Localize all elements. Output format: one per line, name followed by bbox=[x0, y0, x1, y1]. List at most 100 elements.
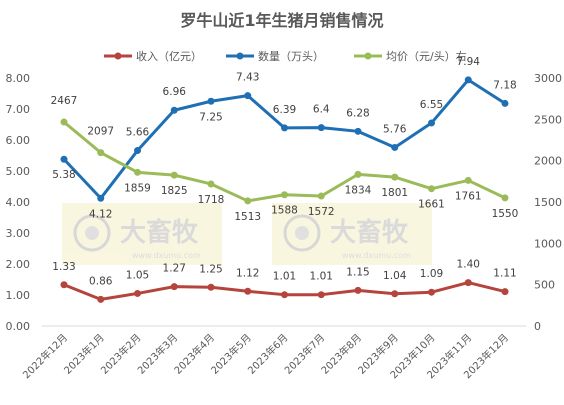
data-point bbox=[428, 288, 435, 296]
data-point bbox=[244, 287, 252, 295]
data-point bbox=[134, 147, 141, 155]
data-point bbox=[207, 97, 215, 105]
watermark-1: 大畜牧 www.dxumu.com bbox=[62, 203, 222, 265]
data-label: 6.4 bbox=[313, 104, 330, 116]
data-point bbox=[501, 99, 509, 107]
y-left-tick-label: 8.00 bbox=[6, 72, 31, 85]
data-point bbox=[391, 290, 399, 298]
y-right-tick-label: 0 bbox=[534, 320, 541, 333]
data-point bbox=[170, 106, 178, 114]
data-label: 6.39 bbox=[273, 104, 296, 116]
data-label: 6.28 bbox=[346, 107, 369, 119]
data-point bbox=[281, 124, 288, 132]
y-right-tick-label: 1500 bbox=[534, 196, 562, 209]
data-label: 2467 bbox=[51, 95, 78, 107]
data-point bbox=[170, 171, 178, 179]
data-label: 5.76 bbox=[383, 123, 407, 135]
data-point bbox=[501, 194, 509, 202]
data-point bbox=[464, 76, 472, 84]
watermark-url: www.dxumu.com bbox=[342, 251, 411, 260]
data-point bbox=[428, 185, 435, 193]
data-point bbox=[317, 192, 325, 200]
data-point bbox=[391, 173, 399, 181]
data-point bbox=[464, 279, 472, 287]
data-point bbox=[97, 295, 105, 303]
data-point bbox=[60, 118, 68, 126]
watermark-2: 大畜牧 www.dxumu.com bbox=[272, 203, 432, 265]
data-label: 1.01 bbox=[273, 271, 296, 283]
data-point bbox=[244, 197, 252, 205]
data-label: 1661 bbox=[418, 199, 445, 211]
watermark-brand: 大畜牧 bbox=[330, 217, 409, 248]
data-label: 1.12 bbox=[236, 267, 259, 279]
y-left-tick-label: 6.00 bbox=[6, 134, 31, 147]
data-label: 5.66 bbox=[126, 127, 150, 139]
data-point bbox=[354, 170, 362, 178]
data-point bbox=[134, 168, 141, 176]
data-point bbox=[170, 283, 178, 291]
data-label: 5.38 bbox=[52, 169, 75, 181]
data-label: 1588 bbox=[271, 205, 298, 217]
data-label: 1.11 bbox=[493, 268, 516, 280]
series-line-2 bbox=[62, 78, 506, 200]
data-point bbox=[317, 291, 325, 299]
data-label: 7.25 bbox=[199, 111, 222, 123]
data-label: 7.43 bbox=[236, 72, 259, 84]
data-point bbox=[207, 283, 215, 291]
legend-label-3: 均价（元/头）右 bbox=[386, 49, 467, 63]
chart-title: 罗牛山近1年生猪月销售情况 bbox=[180, 11, 383, 30]
data-label: 6.55 bbox=[420, 99, 443, 111]
watermark-logo-icon bbox=[283, 214, 321, 252]
data-label: 0.86 bbox=[89, 275, 113, 287]
y-right-tick-label: 500 bbox=[534, 279, 555, 292]
data-label: 1572 bbox=[308, 206, 335, 218]
data-point bbox=[464, 176, 472, 184]
data-label: 1.25 bbox=[199, 263, 222, 275]
data-point bbox=[391, 143, 399, 151]
data-label: 1834 bbox=[345, 184, 372, 196]
y-right-tick-label: 2000 bbox=[534, 155, 562, 168]
data-point bbox=[207, 180, 215, 188]
legend-marker-2 bbox=[236, 52, 244, 60]
watermark-url: www.dxumu.com bbox=[132, 251, 201, 260]
data-point bbox=[428, 119, 435, 127]
y-left-tick-label: 4.00 bbox=[6, 196, 31, 209]
data-label: 1.33 bbox=[52, 261, 75, 273]
y-left-tick-label: 1.00 bbox=[6, 289, 31, 302]
data-point bbox=[354, 286, 362, 294]
legend-marker-1 bbox=[114, 52, 122, 60]
data-point bbox=[281, 291, 288, 299]
data-label: 1718 bbox=[198, 194, 225, 206]
data-label: 6.96 bbox=[163, 86, 187, 98]
data-label: 2097 bbox=[87, 126, 114, 138]
watermark-brand: 大畜牧 bbox=[120, 217, 199, 248]
data-point bbox=[97, 149, 105, 157]
data-label: 1825 bbox=[161, 185, 188, 197]
watermark-logo-dot bbox=[295, 226, 309, 240]
data-point bbox=[281, 191, 288, 199]
data-label: 1859 bbox=[124, 182, 151, 194]
data-point bbox=[501, 288, 509, 296]
data-label: 1.05 bbox=[126, 269, 149, 281]
data-point bbox=[60, 281, 68, 289]
y-left-tick-label: 5.00 bbox=[6, 165, 31, 178]
data-label: 1761 bbox=[455, 190, 482, 202]
data-point bbox=[244, 92, 252, 100]
data-label: 1.09 bbox=[420, 268, 443, 280]
data-point bbox=[97, 194, 105, 202]
y-right-tick-label: 3000 bbox=[534, 72, 562, 85]
data-point bbox=[317, 124, 325, 132]
y-left-tick-label: 2.00 bbox=[6, 258, 31, 271]
legend-label-1: 收入（亿元） bbox=[136, 49, 202, 63]
y-left-tick-label: 3.00 bbox=[6, 227, 31, 240]
data-label: 1.15 bbox=[346, 266, 369, 278]
x-tick-label: 2022年12月 bbox=[20, 331, 70, 381]
y-left-tick-label: 0.00 bbox=[6, 320, 31, 333]
watermark-logo-dot bbox=[85, 226, 99, 240]
data-label: 1.40 bbox=[457, 259, 480, 271]
data-label: 1.04 bbox=[383, 270, 407, 282]
data-point bbox=[134, 289, 141, 297]
data-label: 1801 bbox=[381, 187, 408, 199]
